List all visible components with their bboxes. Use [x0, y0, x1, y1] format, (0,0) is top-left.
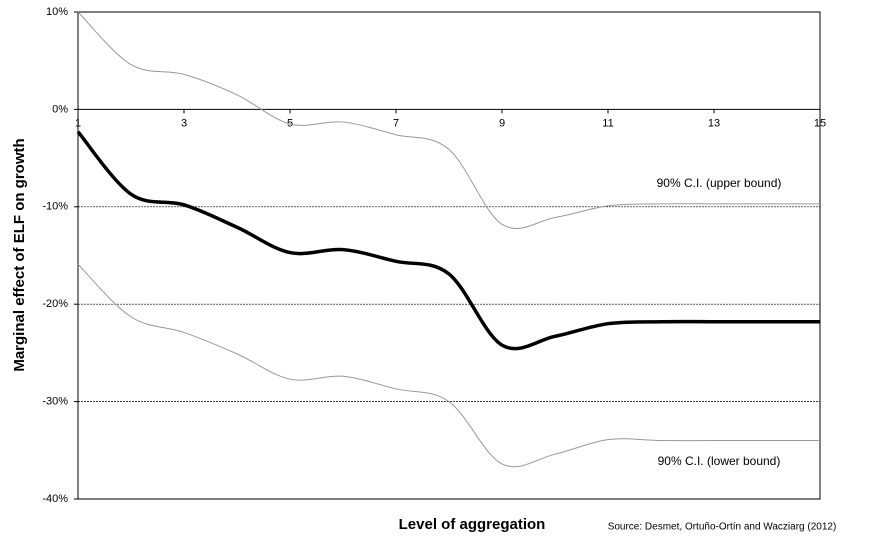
series-line — [76, 130, 820, 351]
plot-frame — [77, 11, 821, 500]
series-line — [77, 11, 820, 229]
x-tick-label: 7 — [393, 117, 399, 129]
y-tick-label: -10% — [42, 201, 68, 213]
y-tick-label: -30% — [42, 396, 68, 408]
series-line — [77, 263, 820, 468]
y-tick-label: -20% — [42, 298, 68, 310]
x-tick-label: 5 — [287, 117, 293, 129]
annotation: 90% C.I. (lower bound) — [658, 454, 781, 468]
y-tick-label: 0% — [52, 103, 68, 115]
x-tick-label: 11 — [602, 117, 613, 129]
x-axis-label: Level of aggregation — [399, 516, 546, 533]
x-tick-label: 1 — [75, 117, 81, 129]
y-axis-label: Marginal effect of ELF on growth — [11, 138, 28, 371]
x-tick-label: 3 — [181, 117, 187, 129]
x-tick-label: 9 — [499, 117, 505, 129]
annotation: 90% C.I. (upper bound) — [657, 176, 782, 190]
x-tick-label: 13 — [708, 117, 720, 129]
y-tick-label: -40% — [42, 493, 68, 505]
x-tick-label: 15 — [814, 117, 826, 129]
source-note: Source: Desmet, Ortuño-Ortín and Wacziar… — [608, 522, 837, 533]
y-tick-label: 10% — [46, 6, 68, 18]
